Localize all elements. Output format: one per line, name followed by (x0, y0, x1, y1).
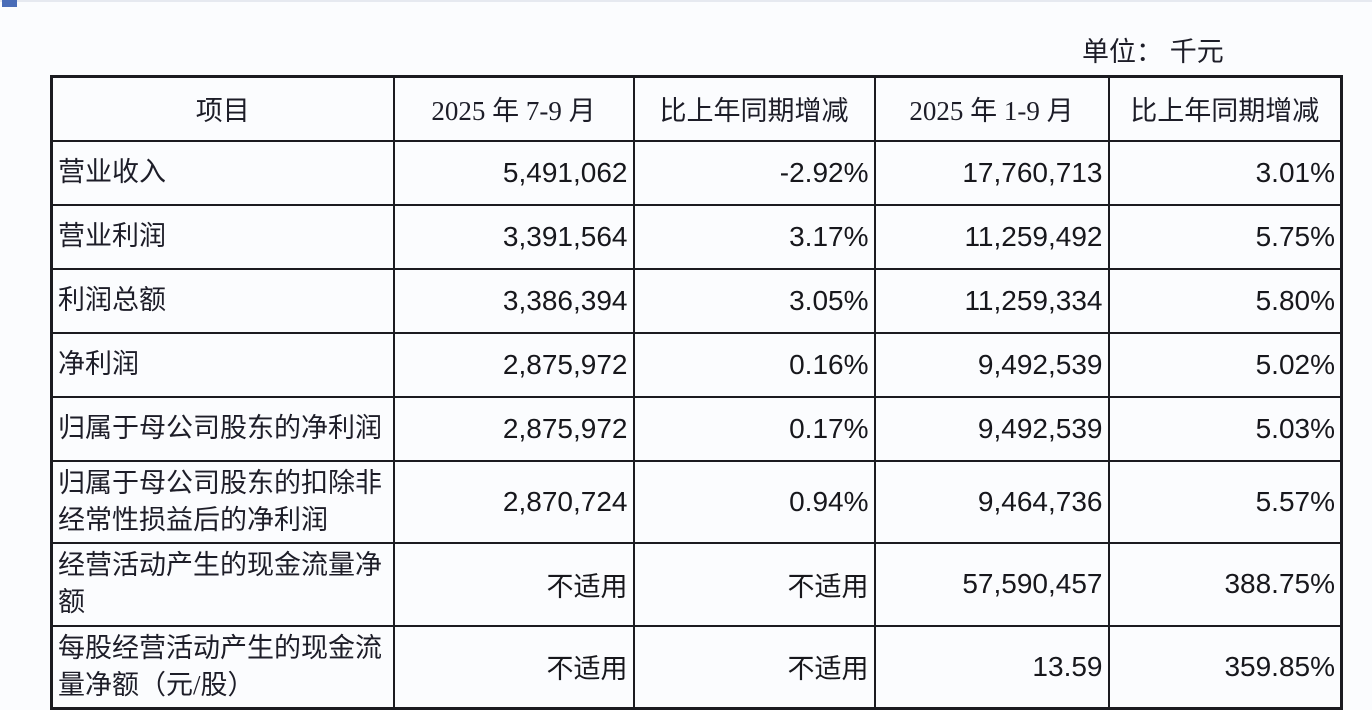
top-edge-line (0, 0, 1372, 2)
value-cell: 3,386,394 (392, 267, 635, 334)
table-row: 归属于母公司股东的扣除非经常性损益后的净利润 2,870,724 0.94% 9,46… (50, 459, 1343, 544)
value-cell: 9,492,539 (873, 395, 1110, 462)
row-label: 净利润 (50, 331, 395, 398)
value-cell: 57,590,457 (873, 542, 1110, 627)
blue-corner-mark (2, 0, 17, 7)
value-cell: 5.80% (1107, 267, 1343, 334)
unit-label: 单位： 千元 (1082, 37, 1224, 67)
row-label: 营业收入 (50, 139, 395, 206)
value-cell: 0.94% (632, 459, 876, 544)
value-cell: 11,259,492 (873, 203, 1110, 270)
value-cell: 0.17% (632, 395, 876, 462)
column-header-2: 2025 年 7-9 月 (392, 75, 635, 142)
row-label: 营业利润 (50, 203, 395, 270)
value-cell: 2,870,724 (392, 459, 635, 544)
value-cell: 2,875,972 (392, 331, 635, 398)
value-cell: 5,491,062 (392, 139, 635, 206)
table-row: 净利润 2,875,972 0.16% 9,492,539 5.02% (50, 331, 1343, 398)
value-cell: 5.02% (1107, 331, 1343, 398)
value-cell: 359.85% (1107, 624, 1343, 710)
table-row: 每股经营活动产生的现金流量净额（元/股） 不适用 不适用 13.59 359.85% (50, 624, 1343, 710)
value-cell: 9,492,539 (873, 331, 1110, 398)
column-header-5: 比上年同期增减 (1107, 75, 1343, 142)
value-cell: 不适用 (392, 624, 635, 710)
table-row: 营业利润 3,391,564 3.17% 11,259,492 5.75% (50, 203, 1343, 270)
table-row: 经营活动产生的现金流量净额 不适用 不适用 57,590,457 388.75% (50, 542, 1343, 627)
table-row: 利润总额 3,386,394 3.05% 11,259,334 5.80% (50, 267, 1343, 334)
value-cell: 不适用 (392, 542, 635, 627)
column-header-1: 项目 (50, 75, 395, 142)
column-header-4: 2025 年 1-9 月 (873, 75, 1110, 142)
column-header-3: 比上年同期增减 (632, 75, 876, 142)
row-label: 利润总额 (50, 267, 395, 334)
row-label: 每股经营活动产生的现金流量净额（元/股） (50, 624, 395, 710)
row-label: 经营活动产生的现金流量净额 (50, 542, 395, 627)
value-cell: 9,464,736 (873, 459, 1110, 544)
value-cell: 3.01% (1107, 139, 1343, 206)
value-cell: 3,391,564 (392, 203, 635, 270)
value-cell: -2.92% (632, 139, 876, 206)
row-label: 归属于母公司股东的净利润 (50, 395, 395, 462)
table-row: 营业收入 5,491,062 -2.92% 17,760,713 3.01% (50, 139, 1343, 206)
value-cell: 0.16% (632, 331, 876, 398)
table-row: 归属于母公司股东的净利润 2,875,972 0.17% 9,492,539 5.03% (50, 395, 1343, 462)
value-cell: 5.57% (1107, 459, 1343, 544)
value-cell: 5.75% (1107, 203, 1343, 270)
value-cell: 5.03% (1107, 395, 1343, 462)
header-row: 项目 2025 年 7-9 月比上年同期增减 2025 年 1-9 月比上年同期增减 (50, 75, 1343, 142)
value-cell: 不适用 (632, 624, 876, 710)
row-label: 归属于母公司股东的扣除非经常性损益后的净利润 (50, 459, 395, 544)
value-cell: 13.59 (873, 624, 1110, 710)
financial-summary-table: 项目 2025 年 7-9 月比上年同期增减 2025 年 1-9 月比上年同期增减… (50, 75, 1343, 710)
value-cell: 17,760,713 (873, 139, 1110, 206)
value-cell: 388.75% (1107, 542, 1343, 627)
value-cell: 3.05% (632, 267, 876, 334)
value-cell: 3.17% (632, 203, 876, 270)
value-cell: 不适用 (632, 542, 876, 627)
value-cell: 2,875,972 (392, 395, 635, 462)
table-body: 营业收入 5,491,062 -2.92% 17,760,713 3.01% 营业利润 3,… (50, 139, 1343, 710)
value-cell: 11,259,334 (873, 267, 1110, 334)
